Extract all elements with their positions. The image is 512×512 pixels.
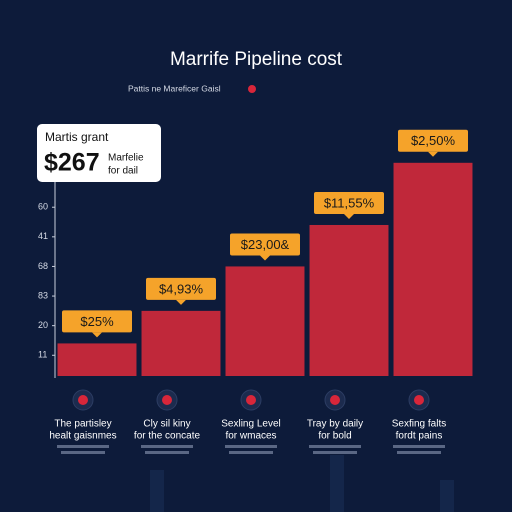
x-tick-label: for the concate [134, 431, 201, 442]
decor [330, 455, 344, 512]
value-label-box [398, 129, 468, 152]
decor-line [397, 451, 441, 454]
y-tick-label: 83 [38, 290, 48, 300]
y-tick-label: 68 [38, 261, 48, 271]
value-label-pointer [176, 299, 186, 305]
legend-dot [248, 85, 256, 93]
subtitle: Pattis ne Mareficer Gaisl [128, 83, 221, 93]
callout-amount: $267 [44, 149, 100, 177]
value-label-box [62, 310, 132, 333]
decor-line [141, 445, 193, 448]
x-tick-label: healt gaisnmes [49, 431, 116, 442]
value-label-pointer [92, 332, 102, 338]
chart-title: Marrife Pipeline cost [170, 49, 343, 70]
decor-line [313, 451, 357, 454]
x-tick-label: fordt pains [396, 431, 443, 442]
value-label-box [230, 233, 300, 256]
icon-glyph [78, 395, 88, 405]
bar [57, 343, 137, 376]
value-label-pointer [344, 213, 354, 219]
y-tick-label: 41 [38, 231, 48, 241]
x-tick-label: Sexling Level [221, 419, 280, 430]
value-label-pointer [428, 151, 438, 157]
x-tick-label: for bold [318, 431, 351, 442]
x-tick-label: Sexfing falts [392, 419, 446, 430]
value-label: $25% [80, 314, 114, 329]
decor-line [229, 451, 273, 454]
bar [309, 224, 389, 376]
decor [440, 480, 454, 512]
callout: Martis grant $267 Marfelie for dail [37, 124, 161, 182]
icon-glyph [162, 395, 172, 405]
callout-note: Marfelie [108, 153, 144, 164]
decor-line [61, 451, 105, 454]
bar [225, 266, 305, 376]
decor [150, 470, 164, 512]
decor-line [225, 445, 277, 448]
y-tick-label: 60 [38, 202, 48, 212]
decor-line [393, 445, 445, 448]
value-label-pointer [260, 255, 270, 261]
value-label-box [314, 191, 384, 214]
callout-box [37, 124, 161, 182]
x-tick-label: Tray by daily [307, 419, 363, 430]
y-tick-label: 20 [38, 320, 48, 330]
bar [141, 310, 221, 376]
value-label: $11,55% [324, 195, 375, 210]
value-label: $23,00& [241, 237, 290, 252]
x-tick-label: for wmaces [225, 431, 276, 442]
value-label-box [146, 277, 216, 300]
bar [393, 162, 473, 376]
x-tick-label: The partisley [54, 419, 111, 430]
decor-line [309, 445, 361, 448]
icon-glyph [414, 395, 424, 405]
icon-glyph [330, 395, 340, 405]
callout-note: for dail [108, 166, 138, 177]
callout-heading: Martis grant [45, 130, 109, 144]
decor-line [145, 451, 189, 454]
icon-glyph [246, 395, 256, 405]
decor-line [57, 445, 109, 448]
value-label: $2,50% [411, 133, 456, 148]
y-tick-label: 11 [38, 350, 47, 360]
x-tick-label: Cly sil kiny [143, 419, 190, 430]
value-label: $4,93% [159, 281, 204, 296]
